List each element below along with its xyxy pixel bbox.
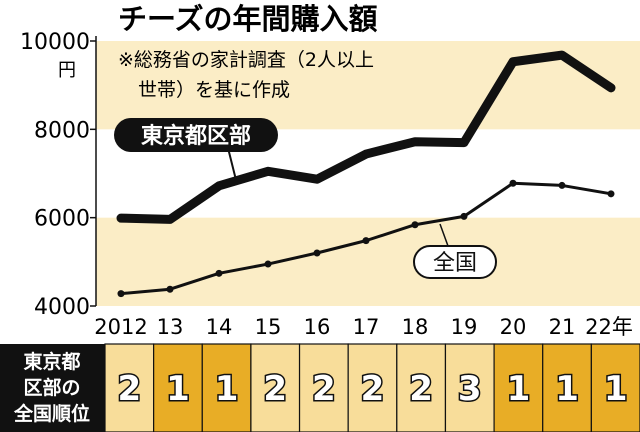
point-national-15 — [264, 260, 272, 268]
x-tick-label-16: 16 — [304, 315, 331, 339]
rank-cell-14 — [201, 343, 252, 432]
point-tokyo-16 — [313, 175, 321, 184]
point-national-20 — [509, 179, 517, 187]
x-tick-label-19: 19 — [451, 315, 478, 339]
rank-header-line-3: 全国順位 — [13, 402, 90, 425]
x-tick-label-22年: 22年 — [585, 315, 633, 339]
rank-value-18: 2 — [409, 369, 433, 409]
rank-cell-16 — [298, 343, 349, 432]
rank-value-14: 1 — [215, 369, 239, 409]
point-national-19 — [460, 212, 468, 220]
chart-title: チーズの年間購入額 — [118, 2, 378, 36]
legend-tokyo-label: 東京都区部 — [141, 123, 251, 149]
x-tick-label-18: 18 — [402, 315, 429, 339]
rank-value-16: 2 — [312, 369, 336, 409]
rank-value-2012: 2 — [117, 369, 141, 409]
point-national-18 — [411, 221, 419, 229]
point-tokyo-17 — [362, 150, 370, 159]
rank-header-line-1: 東京都 — [23, 350, 80, 373]
y-tick-label-10000: 10000 — [20, 30, 90, 55]
point-tokyo-2012 — [117, 214, 125, 223]
point-tokyo-14 — [215, 181, 223, 190]
rank-cell-21 — [542, 343, 592, 432]
rank-value-17: 2 — [361, 369, 385, 409]
y-unit-label: 円 — [58, 60, 76, 81]
rank-value-22年: 1 — [604, 369, 628, 409]
x-axis-ticks: 2012 13 14 15 16 17 18 19 20 21 22年 — [94, 315, 633, 339]
rank-header-line-2: 区部の — [23, 376, 80, 399]
x-tick-label-21: 21 — [549, 315, 576, 339]
x-tick-label-2012: 2012 — [94, 315, 147, 339]
point-national-17 — [362, 237, 370, 245]
legend-national: 全国 — [413, 223, 497, 279]
legend-tokyo: 東京都区部 — [114, 118, 278, 181]
legend-national-label: 全国 — [433, 251, 477, 276]
y-tick-label-8000: 8000 — [34, 118, 90, 143]
point-tokyo-21 — [558, 51, 566, 60]
x-tick-label-15: 15 — [255, 315, 282, 339]
rank-value-20: 1 — [507, 369, 531, 409]
rank-value-15: 2 — [263, 369, 287, 409]
rank-cell-19 — [444, 343, 495, 432]
rank-value-21: 1 — [555, 369, 579, 409]
series-lines — [116, 50, 616, 298]
point-national-13 — [166, 285, 174, 293]
rank-cell-17 — [347, 343, 398, 432]
rank-value-19: 3 — [458, 369, 482, 409]
x-tick-label-14: 14 — [206, 315, 233, 339]
band-4000-6000 — [96, 217, 640, 306]
rank-cell-18 — [396, 343, 447, 432]
point-tokyo-19 — [460, 138, 468, 147]
y-tick-label-6000: 6000 — [34, 207, 90, 232]
source-note-line-1: ※総務省の家計調査（2人以上 — [118, 49, 374, 71]
x-tick-label-17: 17 — [353, 315, 380, 339]
point-tokyo-18 — [411, 137, 419, 146]
point-tokyo-15 — [264, 167, 272, 176]
rank-value-13: 1 — [166, 369, 190, 409]
x-tick-label-13: 13 — [157, 315, 184, 339]
rank-cell-22年 — [590, 343, 640, 432]
point-tokyo-13 — [166, 215, 174, 224]
point-national-16 — [313, 249, 321, 257]
point-national-21 — [558, 181, 566, 189]
point-national-2012 — [117, 290, 125, 298]
rank-cell-13 — [153, 343, 203, 432]
source-note-line-2: 世帯）を基に作成 — [138, 79, 290, 101]
x-tick-label-20: 20 — [500, 315, 527, 339]
point-national-22年 — [607, 190, 615, 198]
point-national-14 — [215, 269, 223, 277]
point-tokyo-20 — [509, 57, 517, 66]
y-tick-label-4000: 4000 — [34, 295, 90, 320]
y-axis-ticks: 4000 6000 8000 10000 — [20, 30, 96, 320]
point-tokyo-22年 — [607, 83, 615, 92]
